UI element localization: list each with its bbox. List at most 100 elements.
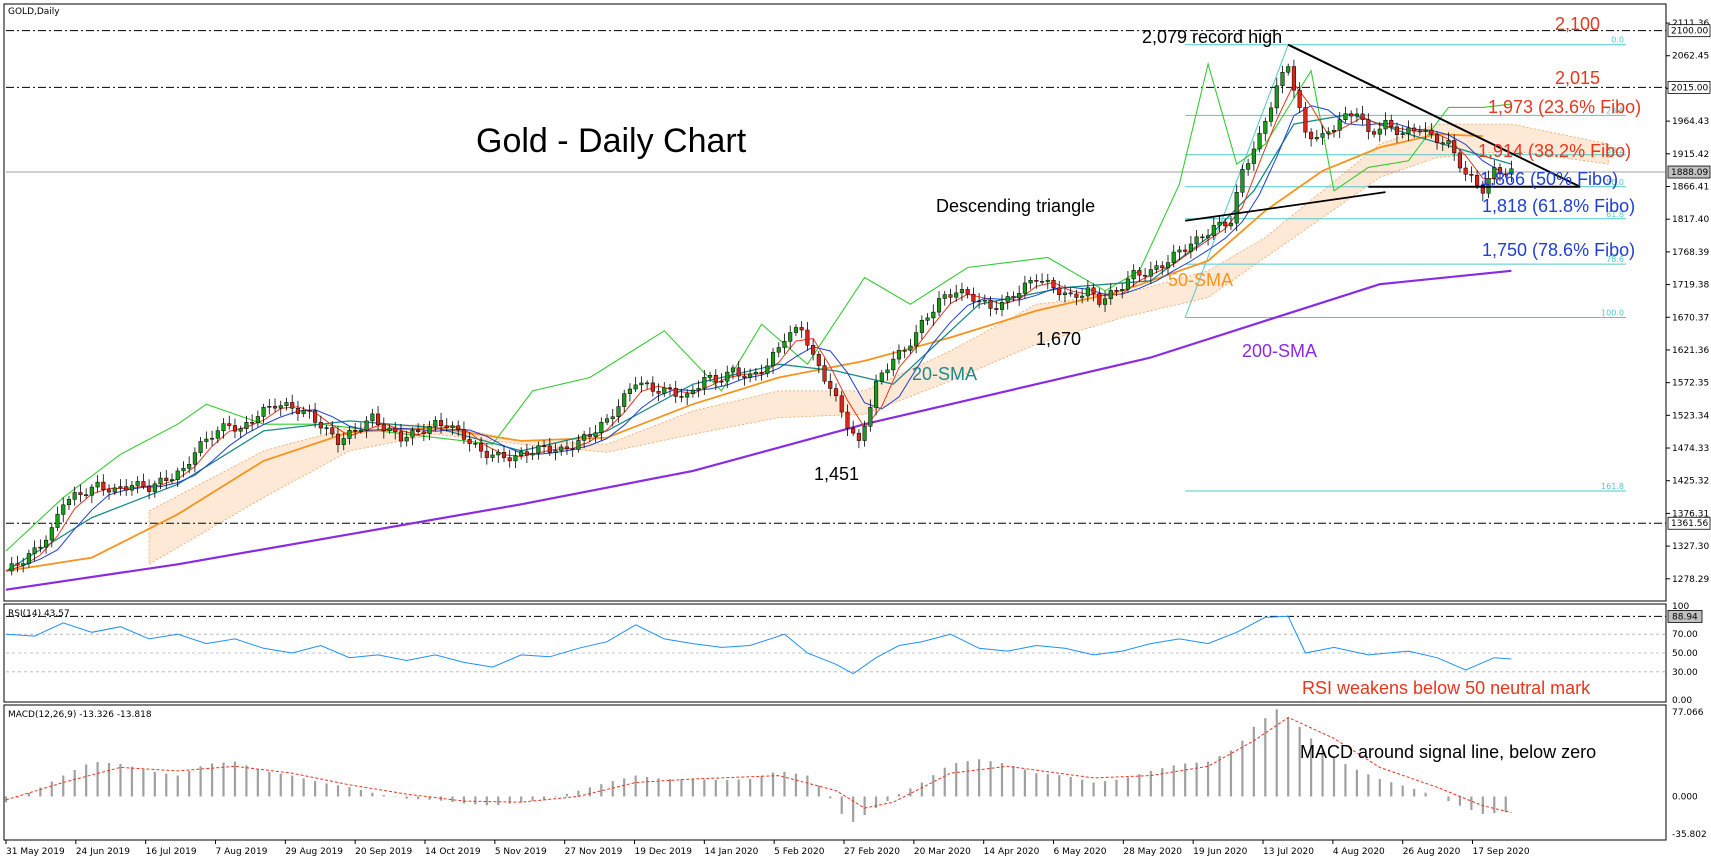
candle-body xyxy=(570,448,575,450)
x-tick-label: 29 Aug 2019 xyxy=(285,847,343,857)
candle-body xyxy=(656,391,661,394)
candle-body xyxy=(793,327,798,333)
candle-body xyxy=(896,350,902,360)
macd-signal-line xyxy=(5,716,1512,813)
candle-body xyxy=(1486,178,1491,194)
x-tick-label: 17 Sep 2020 xyxy=(1473,847,1530,857)
candle-body xyxy=(811,345,816,355)
candle-body xyxy=(72,492,77,500)
candle-body xyxy=(129,485,134,491)
candle-body xyxy=(1177,249,1182,253)
candle-body xyxy=(433,420,438,427)
candle-body xyxy=(335,433,341,445)
symbol-label: GOLD,Daily xyxy=(8,7,60,17)
candle-body xyxy=(181,468,186,472)
annotation-fibo-786: 1,750 (78.6% Fibo) xyxy=(1482,240,1635,260)
candle-body xyxy=(1045,279,1050,282)
candle-body xyxy=(948,294,953,298)
candle-body xyxy=(284,402,289,406)
annotation-fibo-618: 1,818 (61.8% Fibo) xyxy=(1482,196,1635,216)
candle-body xyxy=(633,384,638,390)
candles xyxy=(9,59,1514,576)
candle-body xyxy=(1165,262,1171,269)
candle-body xyxy=(1211,225,1216,236)
candle-body xyxy=(1434,134,1440,143)
candle-body xyxy=(1309,131,1314,140)
candle-body xyxy=(679,396,684,398)
candle-body xyxy=(788,332,793,342)
candle-body xyxy=(244,422,249,429)
candle-body xyxy=(782,341,787,348)
candle-body xyxy=(1274,85,1279,109)
candle-body xyxy=(662,387,667,394)
candle-body xyxy=(1194,236,1199,245)
candle-body xyxy=(318,422,323,429)
candle-body xyxy=(1509,168,1514,175)
candle-body xyxy=(673,387,678,397)
candle-body xyxy=(1251,148,1256,164)
candle-body xyxy=(1240,169,1245,193)
candle-body xyxy=(44,539,49,548)
candle-body xyxy=(221,423,226,431)
candle-body xyxy=(1102,298,1108,305)
candle-body xyxy=(272,405,278,409)
candle-body xyxy=(719,380,724,383)
descending-triangle-lines xyxy=(1185,43,1581,222)
cloud-area xyxy=(148,123,1610,565)
candle-body xyxy=(1183,249,1188,252)
price-box xyxy=(1667,165,1711,179)
candle-body xyxy=(1349,113,1354,117)
candle-body xyxy=(473,442,478,445)
y-tick-label: 2111.36 xyxy=(1672,19,1709,29)
candle-body xyxy=(347,430,352,439)
rsi-tick-label: 50.00 xyxy=(1672,649,1698,659)
x-tick-label: 31 May 2019 xyxy=(6,847,65,857)
candle-body xyxy=(833,388,839,397)
candle-body xyxy=(1034,279,1039,282)
fibo-ratio-7: 161.8 xyxy=(1601,482,1624,491)
x-tick-label: 19 Jun 2020 xyxy=(1193,847,1247,857)
macd-panel: 77.066 0.000 -35.802 xyxy=(4,708,1707,840)
candle-body xyxy=(667,387,673,390)
y-tick-label: 2062.45 xyxy=(1672,52,1709,62)
candle-body xyxy=(908,345,913,351)
annotation-descending-triangle: Descending triangle xyxy=(936,196,1095,216)
candle-body xyxy=(891,358,896,371)
candle-body xyxy=(1446,140,1451,145)
fibo-ratio-1: 23.6 xyxy=(1606,106,1624,115)
candle-body xyxy=(1091,287,1096,294)
candle-body xyxy=(1383,119,1388,130)
candle-body xyxy=(1268,107,1274,122)
candle-body xyxy=(988,299,993,309)
candle-body xyxy=(885,369,890,374)
x-tick-label: 20 Sep 2019 xyxy=(355,847,412,857)
candle-body xyxy=(1457,152,1462,169)
candle-body xyxy=(353,430,358,432)
fibo-ratio-6: 100.0 xyxy=(1601,309,1624,318)
candle-body xyxy=(421,431,426,434)
price-box-label: 1888.09 xyxy=(1671,168,1708,178)
x-tick-label: 6 May 2020 xyxy=(1054,847,1107,857)
candle-body xyxy=(324,427,329,429)
candle-body xyxy=(776,347,781,353)
x-tick-label: 4 Aug 2020 xyxy=(1333,847,1385,857)
rsi-tick-label: 30.00 xyxy=(1672,668,1698,678)
candle-body xyxy=(1440,142,1445,145)
fibo-ratio-4: 61.8 xyxy=(1606,210,1624,219)
price-box xyxy=(1667,80,1711,94)
candle-body xyxy=(627,388,632,394)
candle-body xyxy=(1503,173,1508,176)
candle-body xyxy=(759,371,764,374)
x-tick-label: 5 Nov 2019 xyxy=(495,847,547,857)
candle-body xyxy=(232,425,238,432)
triangle-pointer-line xyxy=(1185,191,1386,222)
candle-body xyxy=(66,499,72,506)
candle-body xyxy=(1228,222,1234,227)
candle-body xyxy=(364,420,369,431)
candle-body xyxy=(61,504,66,515)
candle-body xyxy=(175,470,180,480)
candle-body xyxy=(158,477,163,485)
price-box-label: 2015.00 xyxy=(1671,83,1708,93)
candle-body xyxy=(112,487,117,493)
